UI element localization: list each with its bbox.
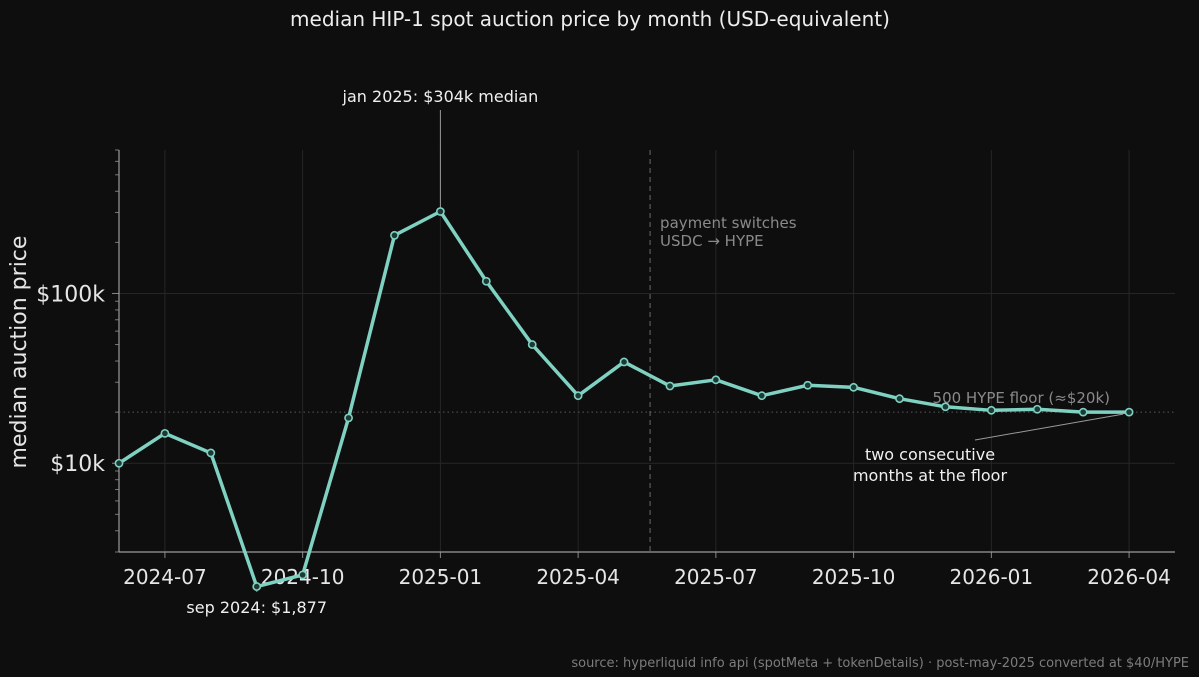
data-point (941, 402, 950, 412)
data-point (344, 413, 353, 423)
data-point (619, 357, 629, 367)
data-point (298, 570, 308, 580)
y-axis-label: median auction price (7, 236, 32, 469)
data-point (114, 458, 124, 468)
data-point (665, 381, 675, 391)
floor-reference-label: 500 HYPE floor (≈$20k) (933, 389, 1110, 407)
payment-switch-label: payment switches (660, 214, 797, 232)
series (114, 207, 1134, 591)
data-point (573, 391, 583, 401)
data-point (849, 382, 859, 392)
data-point (160, 428, 170, 438)
data-point (390, 230, 399, 240)
data-point (435, 207, 445, 216)
y-tick-label: $100k (36, 282, 105, 307)
floor-annotation-leader (974, 413, 1124, 441)
axes: 2024-072024-102025-012025-042025-072025-… (36, 149, 1175, 589)
data-point (1032, 404, 1042, 414)
annotations: jan 2025: $304k median sep 2024: $1,877 tw… (186, 87, 1124, 617)
x-tick-label: 2025-07 (674, 565, 758, 589)
x-tick-label: 2025-04 (536, 565, 620, 589)
x-tick-label: 2025-10 (812, 565, 896, 589)
x-tick-label: 2024-07 (123, 565, 207, 589)
payment-switch-label: USDC → HYPE (660, 232, 764, 250)
floor-annotation: two consecutive (865, 445, 995, 464)
data-point (986, 405, 996, 415)
floor-annotation: months at the floor (853, 466, 1008, 485)
data-point (252, 582, 262, 591)
peak-annotation: jan 2025: $304k median (342, 87, 539, 106)
data-point (757, 391, 767, 401)
data-point (1078, 407, 1088, 417)
data-point (895, 394, 904, 404)
source-note: source: hyperliquid info api (spotMeta +… (571, 656, 1189, 671)
data-point (1124, 407, 1134, 417)
data-point (711, 375, 721, 385)
x-tick-label: 2026-04 (1087, 565, 1171, 589)
data-point (527, 340, 537, 349)
x-tick-label: 2025-01 (399, 565, 483, 589)
reference-lines: 500 HYPE floor (≈$20k) payment switchesUS… (119, 150, 1175, 552)
data-point (803, 380, 813, 390)
data-point (481, 276, 491, 286)
grid (119, 150, 1175, 552)
x-tick-label: 2026-01 (950, 565, 1034, 589)
y-tick-label: $10k (50, 452, 105, 477)
chart-title: median HIP-1 spot auction price by month… (290, 7, 890, 31)
trough-annotation: sep 2024: $1,877 (186, 598, 327, 617)
data-point (206, 448, 216, 458)
